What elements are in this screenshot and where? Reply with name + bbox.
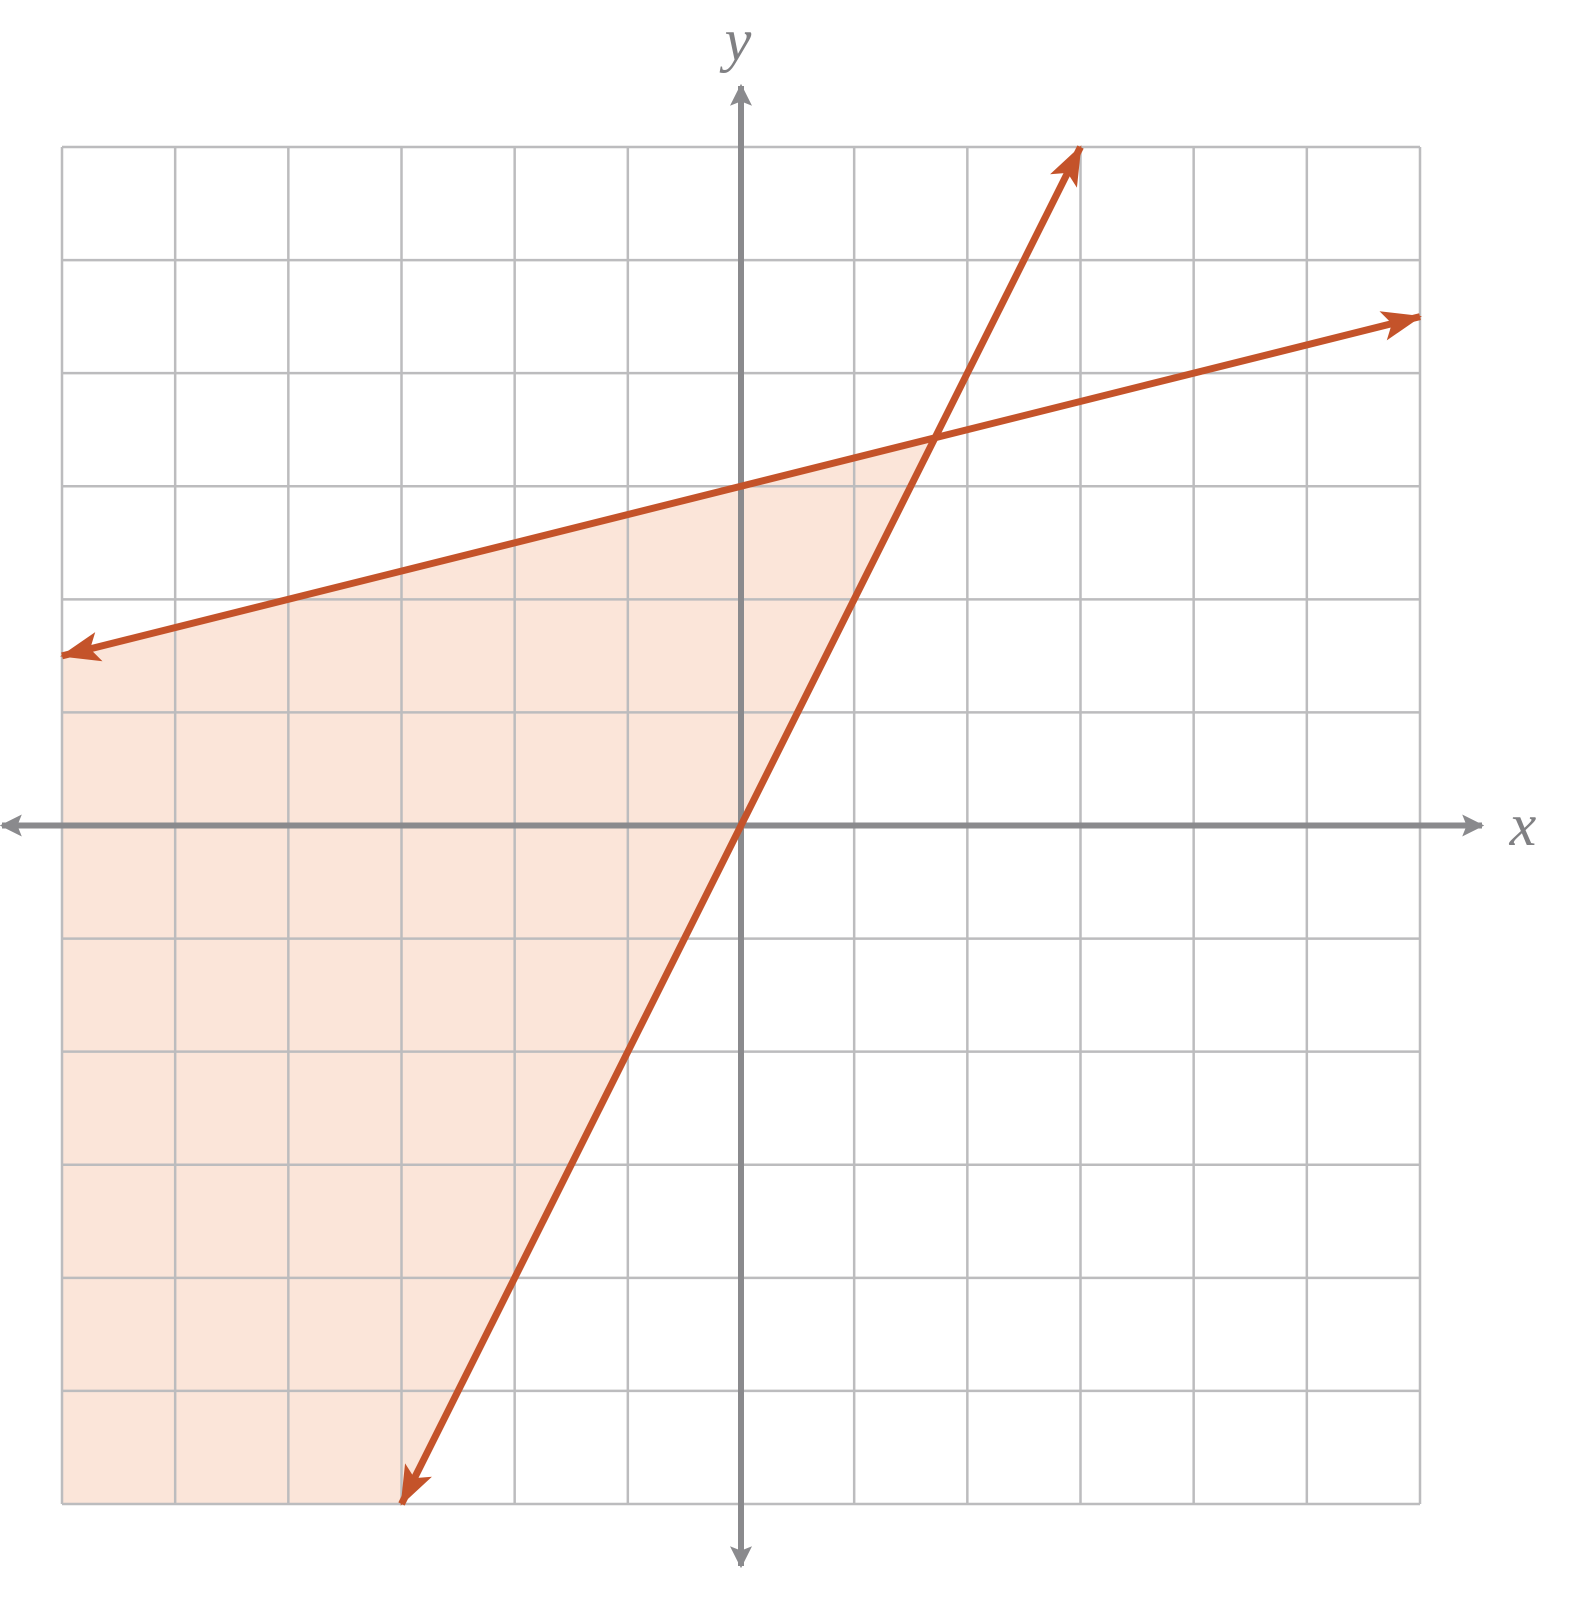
shade-layer	[62, 437, 935, 1505]
shaded-region	[62, 437, 935, 1505]
lines-layer	[60, 145, 1422, 1506]
line	[60, 311, 1422, 662]
y-axis-label: y	[719, 7, 752, 73]
x-axis-label: x	[1509, 792, 1537, 858]
